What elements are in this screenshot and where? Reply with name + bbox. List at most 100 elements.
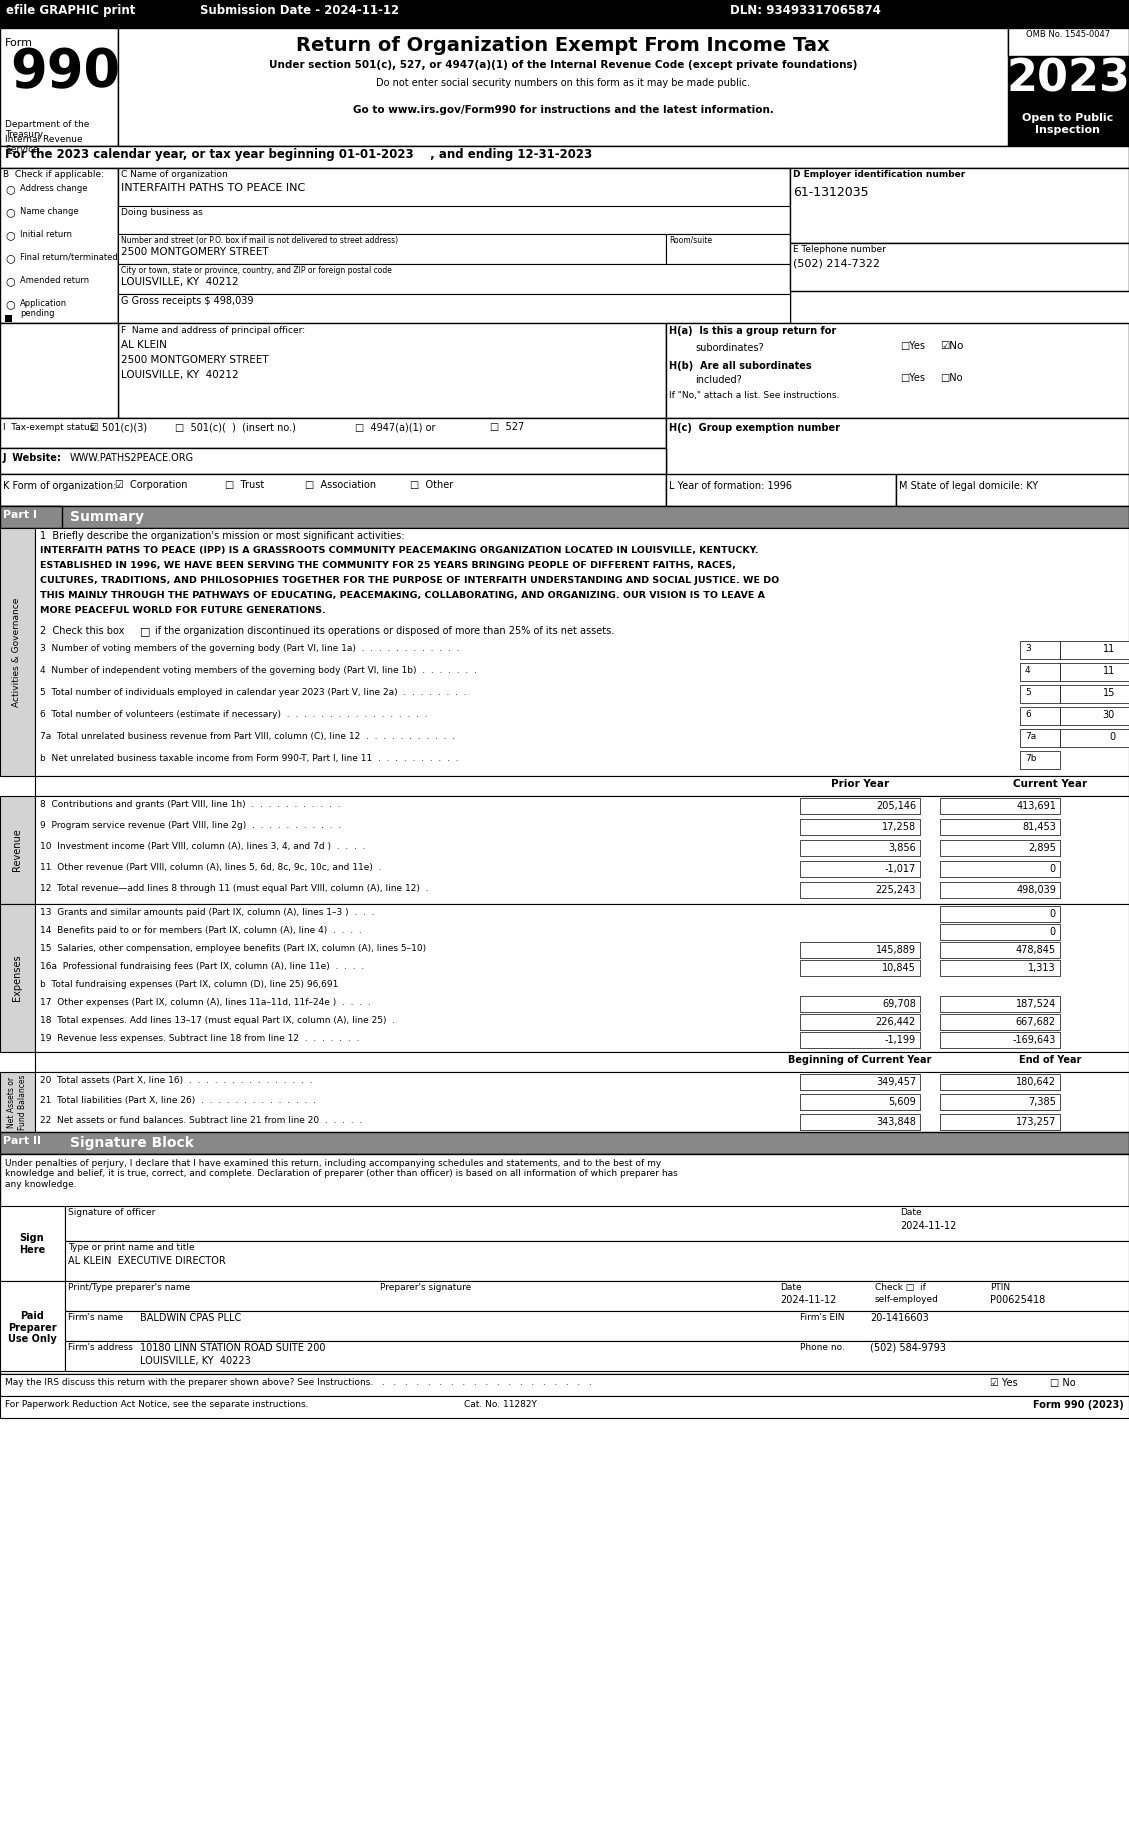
Text: 180,642: 180,642 — [1016, 1077, 1056, 1086]
Text: Paid
Preparer
Use Only: Paid Preparer Use Only — [8, 1310, 56, 1345]
Text: 5  Total number of individuals employed in calendar year 2023 (Part V, line 2a) : 5 Total number of individuals employed i… — [40, 688, 466, 697]
Text: C Name of organization: C Name of organization — [121, 171, 228, 180]
Text: Sign
Here: Sign Here — [19, 1233, 45, 1255]
Text: LOUISVILLE, KY  40212: LOUISVILLE, KY 40212 — [121, 277, 238, 286]
Text: Type or print name and title: Type or print name and title — [68, 1242, 194, 1251]
Bar — [119, 294, 790, 323]
Bar — [940, 1015, 1060, 1029]
Text: F  Name and address of principal officer:: F Name and address of principal officer: — [121, 327, 305, 336]
Text: 2  Check this box: 2 Check this box — [40, 626, 124, 637]
Text: Return of Organization Exempt From Income Tax: Return of Organization Exempt From Incom… — [296, 37, 830, 55]
Text: Summary: Summary — [70, 510, 145, 525]
Text: Under penalties of perjury, I declare that I have examined this return, includin: Under penalties of perjury, I declare th… — [5, 1160, 677, 1189]
Text: 0: 0 — [1050, 864, 1056, 873]
Text: 5: 5 — [1025, 688, 1031, 697]
Text: 20  Total assets (Part X, line 16)  .  .  .  .  .  .  .  .  .  .  .  .  .  .  .: 20 Total assets (Part X, line 16) . . . … — [40, 1075, 313, 1084]
Text: ○: ○ — [5, 184, 15, 195]
Bar — [0, 506, 62, 528]
Text: ○: ○ — [5, 253, 15, 262]
Bar — [1008, 57, 1129, 110]
Text: AL KLEIN  EXECUTIVE DIRECTOR: AL KLEIN EXECUTIVE DIRECTOR — [68, 1255, 226, 1266]
Text: 990: 990 — [10, 46, 120, 97]
Text: For the 2023 calendar year, or tax year beginning 01-01-2023    , and ending 12-: For the 2023 calendar year, or tax year … — [5, 149, 592, 161]
Text: 0: 0 — [1109, 732, 1115, 741]
Text: Print/Type preparer's name: Print/Type preparer's name — [68, 1283, 191, 1292]
Text: Cat. No. 11282Y: Cat. No. 11282Y — [464, 1400, 536, 1409]
Bar — [65, 1341, 1129, 1371]
Text: 1,313: 1,313 — [1029, 963, 1056, 973]
Text: B  Check if applicable:: B Check if applicable: — [3, 171, 104, 180]
Text: 2024-11-12: 2024-11-12 — [900, 1220, 956, 1231]
Text: 13  Grants and similar amounts paid (Part IX, column (A), lines 1–3 )  .  .  .: 13 Grants and similar amounts paid (Part… — [40, 908, 375, 918]
Bar — [800, 861, 920, 877]
Bar — [1060, 728, 1129, 747]
Text: efile GRAPHIC print: efile GRAPHIC print — [6, 4, 135, 17]
Text: Amended return: Amended return — [20, 275, 89, 284]
Text: ○: ○ — [5, 299, 15, 308]
Text: Internal Revenue
Service: Internal Revenue Service — [5, 136, 82, 154]
Bar — [5, 316, 12, 321]
Bar — [0, 1072, 35, 1132]
Bar — [0, 147, 1129, 169]
Bar — [1019, 662, 1060, 681]
Bar — [1060, 706, 1129, 725]
Text: 0: 0 — [1050, 908, 1056, 919]
Text: Expenses: Expenses — [12, 954, 21, 1002]
Text: if the organization discontinued its operations or disposed of more than 25% of : if the organization discontinued its ope… — [155, 626, 614, 637]
Text: Part II: Part II — [3, 1136, 41, 1147]
Text: 343,848: 343,848 — [876, 1118, 916, 1127]
Text: □Yes: □Yes — [900, 341, 925, 350]
Text: 3  Number of voting members of the governing body (Part VI, line 1a)  .  .  .  .: 3 Number of voting members of the govern… — [40, 644, 460, 653]
Text: 11: 11 — [1103, 666, 1115, 675]
Text: 145,889: 145,889 — [876, 945, 916, 954]
Text: Beginning of Current Year: Beginning of Current Year — [788, 1055, 931, 1064]
Bar — [800, 883, 920, 897]
Text: 81,453: 81,453 — [1022, 822, 1056, 831]
Text: 12  Total revenue—add lines 8 through 11 (must equal Part VIII, column (A), line: 12 Total revenue—add lines 8 through 11 … — [40, 884, 429, 894]
Text: Net Assets or
Fund Balances: Net Assets or Fund Balances — [7, 1073, 27, 1130]
Text: included?: included? — [695, 374, 742, 385]
Bar — [800, 960, 920, 976]
Text: H(b)  Are all subordinates: H(b) Are all subordinates — [669, 361, 812, 371]
Text: M State of legal domicile: KY: M State of legal domicile: KY — [899, 481, 1039, 492]
Text: Submission Date - 2024-11-12: Submission Date - 2024-11-12 — [200, 4, 400, 17]
Text: -1,199: -1,199 — [885, 1035, 916, 1044]
Bar — [940, 798, 1060, 815]
Text: Under section 501(c), 527, or 4947(a)(1) of the Internal Revenue Code (except pr: Under section 501(c), 527, or 4947(a)(1)… — [269, 61, 857, 70]
Bar — [35, 1072, 1129, 1132]
Bar — [1060, 684, 1129, 703]
Text: Do not enter social security numbers on this form as it may be made public.: Do not enter social security numbers on … — [376, 79, 750, 88]
Text: -169,643: -169,643 — [1013, 1035, 1056, 1044]
Text: 6  Total number of volunteers (estimate if necessary)  .  .  .  .  .  .  .  .  .: 6 Total number of volunteers (estimate i… — [40, 710, 428, 719]
Text: 17,258: 17,258 — [882, 822, 916, 831]
Text: Preparer's signature: Preparer's signature — [380, 1283, 471, 1292]
Bar — [0, 473, 666, 506]
Text: Doing business as: Doing business as — [121, 207, 203, 217]
Text: Final return/terminated: Final return/terminated — [20, 253, 117, 262]
Bar — [940, 1073, 1060, 1090]
Text: H(c)  Group exemption number: H(c) Group exemption number — [669, 424, 840, 433]
Bar — [940, 996, 1060, 1011]
Text: □  527: □ 527 — [490, 422, 524, 431]
Bar — [1019, 728, 1060, 747]
Text: -1,017: -1,017 — [885, 864, 916, 873]
Bar — [0, 448, 666, 473]
Bar — [1019, 706, 1060, 725]
Text: 22  Net assets or fund balances. Subtract line 21 from line 20  .  .  .  .  .: 22 Net assets or fund balances. Subtract… — [40, 1116, 362, 1125]
Text: 667,682: 667,682 — [1016, 1017, 1056, 1028]
Text: 15: 15 — [1103, 688, 1115, 697]
Bar — [119, 28, 1008, 147]
Bar — [35, 776, 1129, 796]
Bar — [800, 818, 920, 835]
Text: 2500 MONTGOMERY STREET: 2500 MONTGOMERY STREET — [121, 354, 269, 365]
Bar — [119, 264, 790, 294]
Text: □Yes: □Yes — [900, 373, 925, 384]
Text: Address change: Address change — [20, 184, 88, 193]
Text: □  Trust: □ Trust — [225, 481, 264, 490]
Text: OMB No. 1545-0047: OMB No. 1545-0047 — [1026, 29, 1110, 39]
Text: CULTURES, TRADITIONS, AND PHILOSOPHIES TOGETHER FOR THE PURPOSE OF INTERFAITH UN: CULTURES, TRADITIONS, AND PHILOSOPHIES T… — [40, 576, 779, 585]
Text: MORE PEACEFUL WORLD FOR FUTURE GENERATIONS.: MORE PEACEFUL WORLD FOR FUTURE GENERATIO… — [40, 606, 326, 615]
Text: subordinates?: subordinates? — [695, 343, 763, 352]
Bar — [0, 0, 1129, 28]
Bar — [0, 1396, 1129, 1418]
